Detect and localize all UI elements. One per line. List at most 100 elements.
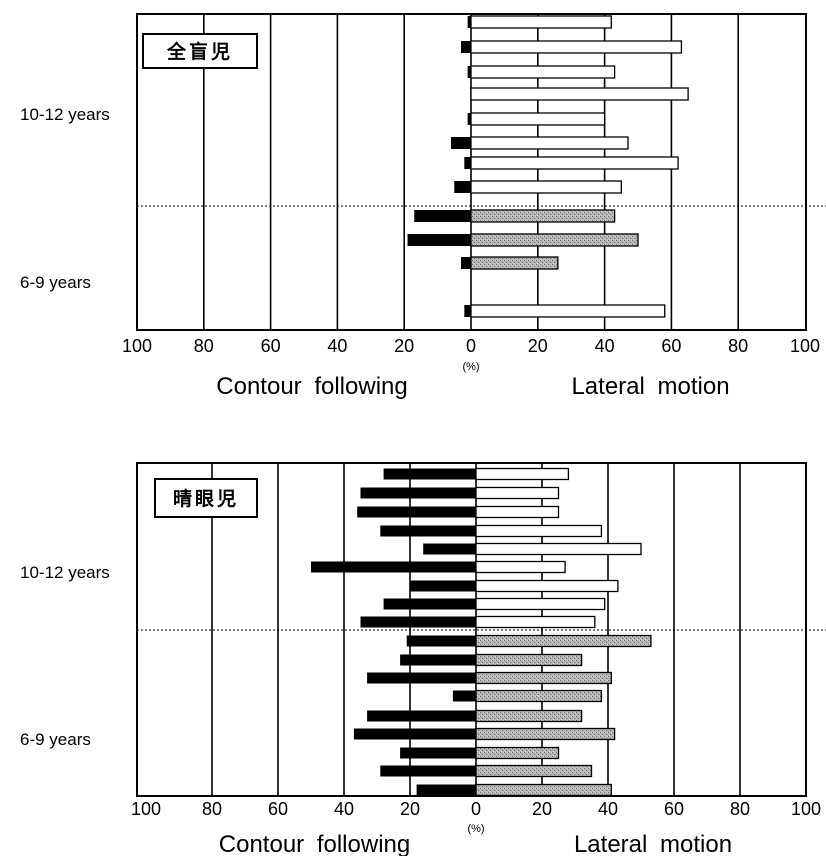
x-tick-label: 0 <box>466 336 476 356</box>
lateral-motion-bar <box>475 597 606 611</box>
lateral-motion-bar <box>475 542 642 556</box>
lateral-motion-bar <box>470 209 616 223</box>
contour-following-bar <box>452 690 476 702</box>
contour-following-bar <box>311 561 476 573</box>
contour-following-bar <box>406 635 476 647</box>
age-group-label: 6-9 years <box>20 273 91 292</box>
contour-following-bar <box>367 710 476 722</box>
contour-following-bar <box>414 210 471 222</box>
x-axis-label-right: Lateral motion <box>574 831 732 856</box>
lateral-motion-bar <box>475 727 616 741</box>
contour-following-bar <box>450 137 471 149</box>
contour-following-bar <box>467 113 471 125</box>
title-box <box>142 33 258 69</box>
lateral-motion-bar <box>475 764 593 778</box>
lateral-motion-bar <box>475 783 612 797</box>
lateral-motion-bar <box>470 256 559 270</box>
lateral-motion-bar <box>475 615 596 629</box>
lateral-motion-bar <box>475 689 603 703</box>
contour-following-bar <box>460 257 471 269</box>
lateral-motion-bar <box>475 746 560 760</box>
x-axis-label-left: Contour following <box>219 831 410 856</box>
contour-following-bar <box>360 616 476 628</box>
lateral-motion-bar <box>470 180 622 194</box>
unit-label: (%) <box>467 823 484 835</box>
contour-following-bar <box>383 468 476 480</box>
contour-following-bar <box>407 234 471 246</box>
x-tick-label: 80 <box>728 336 748 356</box>
x-tick-label: 40 <box>595 336 615 356</box>
lateral-motion-bar <box>470 40 683 54</box>
x-tick-label: 80 <box>194 336 214 356</box>
x-tick-label: 60 <box>664 799 684 819</box>
x-tick-label: 60 <box>661 336 681 356</box>
age-group-label: 6-9 years <box>20 730 91 749</box>
bars <box>311 467 652 797</box>
age-group-label: 10-12 years <box>20 105 110 124</box>
lateral-motion-bar <box>475 671 612 685</box>
x-tick-label: 20 <box>400 799 420 819</box>
contour-following-bar <box>383 598 476 610</box>
bars <box>407 15 689 318</box>
lateral-motion-bar <box>475 486 560 500</box>
chart-1: 全盲児 10-12 years 6-9 years 100 80 60 40 20 0 20 40 6… <box>20 13 826 400</box>
contour-following-bar <box>423 543 476 555</box>
chart-title: 晴眼児 <box>173 487 239 510</box>
x-tick-label: 20 <box>394 336 414 356</box>
contour-following-bar <box>380 765 476 777</box>
contour-following-bar <box>360 487 476 499</box>
x-tick-label: 20 <box>528 336 548 356</box>
lateral-motion-bar <box>470 233 639 247</box>
contour-following-bar <box>353 728 476 740</box>
contour-following-bar <box>464 157 471 169</box>
x-tick-label: 100 <box>131 799 161 819</box>
x-tick-label: 80 <box>202 799 222 819</box>
lateral-motion-bar <box>475 505 560 519</box>
unit-label: (%) <box>462 361 479 373</box>
contour-following-bar <box>460 41 471 53</box>
lateral-motion-bar <box>475 709 583 723</box>
contour-following-bar <box>467 16 471 28</box>
contour-following-bar <box>464 305 471 317</box>
x-tick-label: 0 <box>471 799 481 819</box>
x-tick-label: 60 <box>261 336 281 356</box>
contour-following-bar <box>410 580 476 592</box>
lateral-motion-bar <box>470 112 606 126</box>
contour-following-bar <box>454 181 471 193</box>
lateral-motion-bar <box>475 467 570 481</box>
lateral-motion-bar <box>475 560 566 574</box>
x-tick-label: 40 <box>598 799 618 819</box>
x-tick-label: 20 <box>532 799 552 819</box>
chart-2: 晴眼児 10-12 years 6-9 years 100 80 60 40 20 0 20 40 6… <box>20 462 826 856</box>
contour-following-bar <box>400 654 476 666</box>
lateral-motion-bar <box>470 65 616 79</box>
x-axis-label-right: Lateral motion <box>571 373 729 400</box>
contour-following-bar <box>400 747 476 759</box>
lateral-motion-bar <box>470 87 689 101</box>
contour-following-bar <box>380 525 476 537</box>
age-group-label: 10-12 years <box>20 563 110 582</box>
title-box <box>154 478 258 518</box>
lateral-motion-bar <box>475 653 583 667</box>
lateral-motion-bar <box>475 579 619 593</box>
lateral-motion-bar <box>470 136 629 150</box>
lateral-motion-bar <box>470 156 679 170</box>
x-tick-label: 100 <box>791 799 821 819</box>
contour-following-bar <box>467 66 471 78</box>
contour-following-bar <box>367 672 476 684</box>
x-tick-label: 40 <box>327 336 347 356</box>
chart-title: 全盲児 <box>166 40 233 63</box>
x-tick-label: 100 <box>122 336 152 356</box>
contour-following-bar <box>357 506 476 518</box>
x-axis-label-left: Contour following <box>216 373 407 400</box>
contour-following-bar <box>416 784 476 796</box>
lateral-motion-bar <box>475 524 603 538</box>
lateral-motion-bar <box>470 15 612 29</box>
gridlines <box>203 14 740 330</box>
lateral-motion-bar <box>470 304 666 318</box>
x-tick-label: 60 <box>268 799 288 819</box>
lateral-motion-bar <box>475 634 652 648</box>
x-tick-label: 100 <box>790 336 820 356</box>
x-tick-label: 40 <box>334 799 354 819</box>
